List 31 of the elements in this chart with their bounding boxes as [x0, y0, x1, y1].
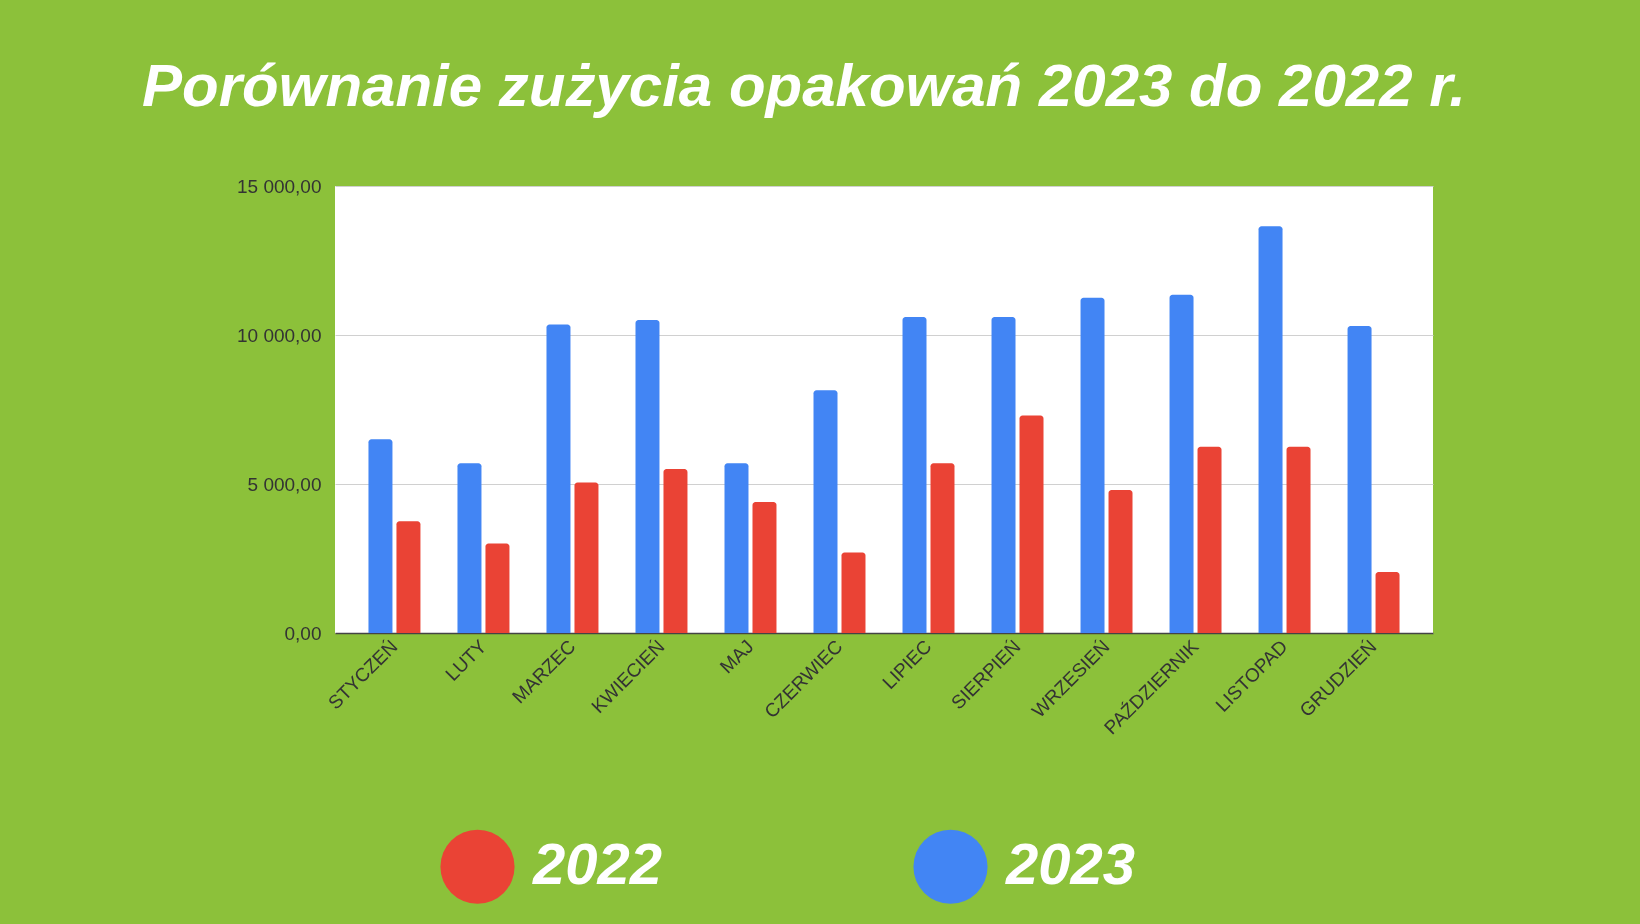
bar [1019, 415, 1044, 633]
bar [485, 543, 510, 633]
bar [635, 320, 660, 633]
bar [368, 439, 393, 633]
bar [1197, 446, 1222, 633]
bar [546, 324, 571, 633]
bar [1286, 446, 1311, 633]
bar [574, 482, 599, 633]
bar [841, 552, 866, 633]
bar [724, 463, 749, 633]
bar [930, 463, 955, 633]
bar [902, 317, 927, 633]
legend-label: 2023 [1005, 830, 1136, 896]
legend-label: 2022 [532, 830, 663, 896]
y-tick-label: 0,00 [284, 622, 322, 644]
bar [1347, 326, 1372, 633]
bar [1080, 297, 1105, 633]
bar [1258, 226, 1283, 633]
y-tick-label: 10 000,00 [236, 324, 322, 346]
y-tick-label: 5 000,00 [247, 473, 322, 495]
bar [663, 469, 688, 633]
bar [1169, 294, 1194, 633]
bar [813, 390, 838, 633]
bar [752, 501, 777, 633]
bar [1108, 489, 1133, 633]
bar [396, 521, 421, 633]
bar [1375, 571, 1400, 633]
bar [457, 463, 482, 633]
chart-title: Porównanie zużycia opakowań 2023 do 2022 r. [142, 52, 1466, 119]
y-tick-label: 15 000,00 [236, 175, 322, 197]
bar [991, 317, 1016, 633]
